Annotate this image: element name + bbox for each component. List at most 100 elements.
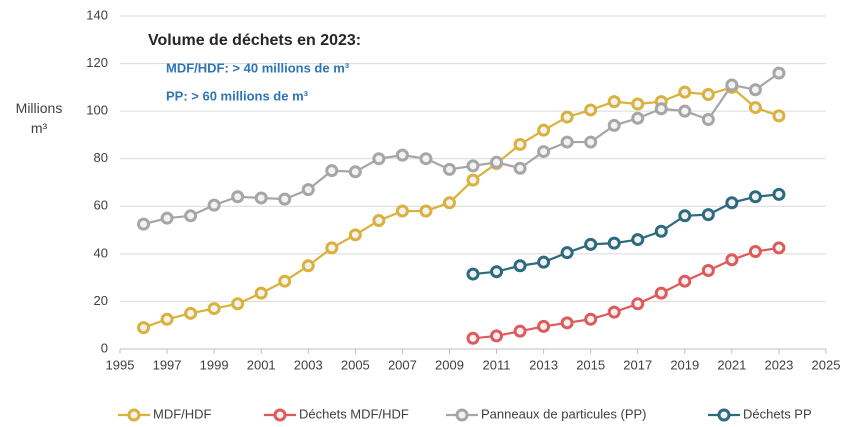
point [231, 190, 245, 204]
x-tick-label: 2015 [576, 357, 605, 372]
x-tick-label: 2009 [435, 357, 464, 372]
point [537, 255, 551, 269]
x-tick-label: 2019 [670, 357, 699, 372]
point [654, 286, 668, 300]
point [301, 183, 315, 197]
y-tick-label: 80 [94, 150, 108, 165]
x-tick-label: 2011 [483, 357, 511, 372]
point [701, 208, 715, 222]
point [207, 198, 221, 212]
x-tick-label: 1995 [106, 357, 135, 372]
x-tick-label: 2005 [341, 357, 370, 372]
point [466, 159, 480, 173]
legend-marker [273, 408, 287, 422]
annotation: Volume de déchets en 2023: [148, 32, 361, 49]
point [278, 192, 292, 206]
y-axis-label: Millions m³ [15, 100, 63, 136]
point [490, 265, 504, 279]
point [348, 165, 362, 179]
x-tick-label: 2023 [764, 357, 793, 372]
y-tick-label: 60 [94, 198, 108, 213]
point [654, 224, 668, 238]
point [607, 236, 621, 250]
point [513, 161, 527, 175]
legend-label: Panneaux de particules (PP) [481, 406, 646, 421]
point [513, 137, 527, 151]
point [748, 83, 762, 97]
point [372, 152, 386, 166]
point [513, 259, 527, 273]
point [772, 187, 786, 201]
series-line [143, 72, 780, 226]
legend-marker [127, 408, 141, 422]
point [137, 217, 151, 231]
point [372, 214, 386, 228]
point [725, 78, 739, 92]
y-tick-label: 0 [101, 340, 108, 355]
point [184, 209, 198, 223]
point [301, 259, 315, 273]
point [607, 305, 621, 319]
point [584, 237, 598, 251]
point [631, 97, 645, 111]
series-line [143, 86, 780, 329]
point [137, 321, 151, 335]
x-tick-label: 2017 [623, 357, 652, 372]
point [325, 241, 339, 255]
point [701, 87, 715, 101]
point [654, 102, 668, 116]
legend-label: MDF/HDF [153, 406, 212, 421]
annotation: PP: > 60 millions de m³ [166, 88, 309, 103]
point [442, 162, 456, 176]
y-tick-label: 20 [94, 293, 108, 308]
point [678, 104, 692, 118]
point [419, 152, 433, 166]
point [748, 244, 762, 258]
point [725, 196, 739, 210]
point [560, 110, 574, 124]
x-tick-label: 2001 [247, 357, 276, 372]
x-tick-label: 1999 [200, 357, 229, 372]
point [395, 204, 409, 218]
point [490, 155, 504, 169]
point [772, 66, 786, 80]
legend-marker [455, 408, 469, 422]
point [184, 306, 198, 320]
point [748, 190, 762, 204]
point [678, 85, 692, 99]
point [701, 264, 715, 278]
point [490, 329, 504, 343]
point [631, 233, 645, 247]
point [607, 95, 621, 109]
point [725, 253, 739, 267]
point [560, 316, 574, 330]
point [348, 228, 362, 242]
point [231, 297, 245, 311]
point [631, 111, 645, 125]
point [466, 267, 480, 281]
y-tick-label: 120 [86, 55, 108, 70]
point [537, 145, 551, 159]
point [537, 319, 551, 333]
y-tick-label: 100 [86, 103, 108, 118]
point [678, 274, 692, 288]
point [560, 246, 574, 260]
point [560, 135, 574, 149]
point [254, 191, 268, 205]
point [584, 312, 598, 326]
x-tick-label: 2007 [388, 357, 417, 372]
x-tick-label: 2003 [294, 357, 323, 372]
point [325, 164, 339, 178]
point [466, 173, 480, 187]
point [513, 324, 527, 338]
point [466, 331, 480, 345]
point [772, 109, 786, 123]
x-tick-label: 2025 [812, 357, 841, 372]
point [419, 204, 433, 218]
point [701, 112, 715, 126]
point [537, 123, 551, 137]
point [395, 148, 409, 162]
point [442, 196, 456, 210]
x-tick-label: 2021 [717, 357, 746, 372]
